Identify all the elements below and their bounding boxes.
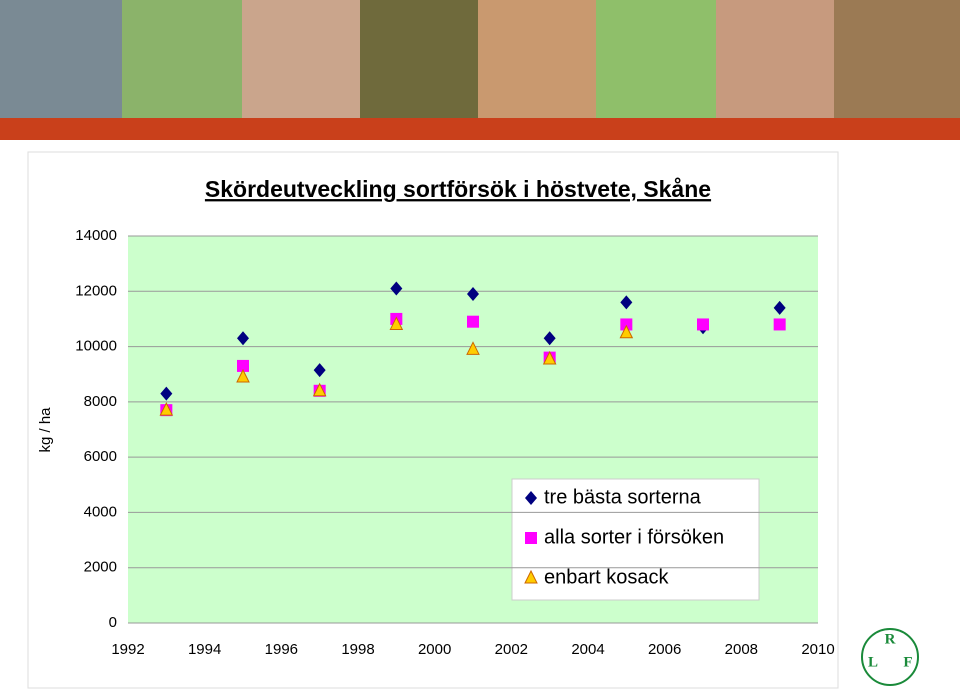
x-tick-label: 2004 xyxy=(571,641,604,658)
diamond-marker xyxy=(160,386,173,401)
legend-label: enbart kosack xyxy=(544,566,670,588)
diamond-marker xyxy=(313,363,326,378)
triangle-marker xyxy=(236,368,250,383)
diamond-marker xyxy=(773,300,786,315)
triangle-marker xyxy=(524,569,538,584)
square-marker xyxy=(773,318,786,331)
diamond-marker xyxy=(525,491,537,505)
legend xyxy=(511,478,760,601)
y-tick-label: 2000 xyxy=(84,559,117,576)
triangle-marker xyxy=(466,341,480,355)
chart-title: Skördeutveckling sortförsök i höstvete, … xyxy=(205,176,711,202)
x-tick-label: 1998 xyxy=(341,641,374,658)
square-marker xyxy=(525,532,537,544)
logo: R L F xyxy=(861,628,919,686)
chart-frame xyxy=(27,151,839,689)
diamond-marker xyxy=(390,281,403,296)
square-marker xyxy=(697,318,709,331)
x-tick-label: 2010 xyxy=(801,641,834,658)
square-marker xyxy=(237,359,249,372)
logo-letter: F xyxy=(903,654,912,670)
y-tick-label: 8000 xyxy=(84,393,117,410)
legend-label: alla sorter i försöken xyxy=(544,526,724,548)
square-marker xyxy=(467,315,479,328)
x-tick-label: 1994 xyxy=(188,641,221,658)
triangle-marker xyxy=(542,350,557,365)
diamond-marker xyxy=(467,287,479,302)
x-tick-label: 2006 xyxy=(648,641,681,658)
x-tick-label: 2000 xyxy=(418,641,451,658)
x-tick-label: 2008 xyxy=(725,641,758,658)
y-tick-label: 14000 xyxy=(75,227,117,244)
x-tick-label: 1992 xyxy=(111,641,144,658)
y-tick-label: 4000 xyxy=(84,503,117,520)
legend-label: tre bästa sorterna xyxy=(544,486,702,508)
triangle-marker xyxy=(389,316,404,330)
triangle-marker xyxy=(159,402,174,416)
diamond-marker xyxy=(620,295,633,310)
square-marker xyxy=(620,318,633,331)
y-tick-label: 10000 xyxy=(75,338,117,355)
x-tick-label: 1996 xyxy=(265,641,298,658)
x-tick-label: 2002 xyxy=(495,641,528,658)
triangle-marker xyxy=(619,324,634,339)
logo-letter: R xyxy=(885,631,896,647)
y-axis-label: kg / ha xyxy=(37,407,54,453)
y-tick-label: 6000 xyxy=(84,448,117,465)
photo-strip xyxy=(0,0,960,140)
y-tick-label: 12000 xyxy=(75,282,117,299)
diamond-marker xyxy=(237,331,249,346)
triangle-marker xyxy=(312,382,327,397)
logo-letter: L xyxy=(868,654,878,670)
y-tick-label: 0 xyxy=(109,614,117,631)
diamond-marker xyxy=(543,331,556,346)
